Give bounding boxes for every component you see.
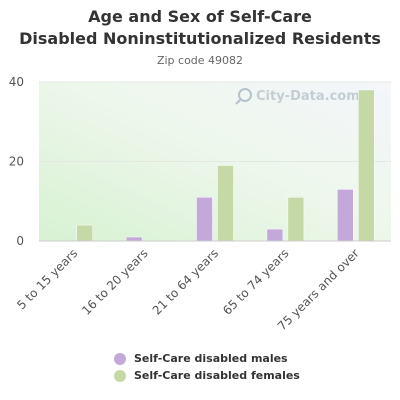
bar-females <box>76 224 93 242</box>
legend-label-females: Self-Care disabled females <box>134 369 300 382</box>
search-icon-handle <box>235 99 241 105</box>
watermark-text: City-Data.com <box>256 89 360 104</box>
y-tick-label: 0 <box>16 234 24 248</box>
bar-females <box>217 165 234 242</box>
legend-item-females: Self-Care disabled females <box>114 367 300 384</box>
x-tick-label: 16 to 20 years <box>79 246 150 317</box>
bar-females <box>287 197 305 242</box>
bar-females <box>358 89 375 242</box>
legend-item-males: Self-Care disabled males <box>114 350 300 367</box>
x-tick-label: 65 to 74 years <box>220 246 291 317</box>
legend-swatch-females <box>114 369 126 382</box>
search-icon <box>238 88 252 102</box>
legend: Self-Care disabled males Self-Care disab… <box>114 350 300 384</box>
y-tick-label: 40 <box>9 75 24 89</box>
y-tick-label: 20 <box>9 155 24 169</box>
watermark: City-Data.com <box>235 88 360 105</box>
chart-title-line: Disabled Noninstitutionalized Residents <box>19 29 381 48</box>
bar-males <box>266 228 284 242</box>
bar-males <box>125 236 143 242</box>
legend-label-males: Self-Care disabled males <box>134 352 288 365</box>
legend-swatch-males <box>114 352 126 365</box>
x-tick-label: 21 to 64 years <box>150 246 221 317</box>
chart-title: Age and Sex of Self-Care Disabled Noninst… <box>0 6 400 50</box>
bar-males <box>337 189 354 242</box>
chart-subtitle: Zip code 49082 <box>156 54 244 67</box>
chart-title-line: Age and Sex of Self-Care <box>88 7 312 26</box>
bar-males <box>196 197 213 242</box>
x-tick-label: 5 to 15 years <box>14 246 80 312</box>
